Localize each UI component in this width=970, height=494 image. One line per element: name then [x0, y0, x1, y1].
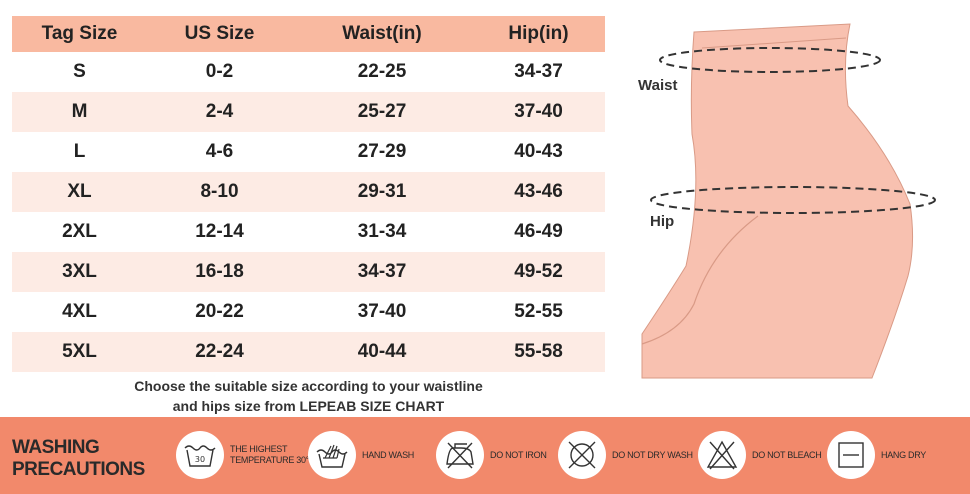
- cell-hip: 34-37: [514, 61, 563, 82]
- table-row: 3XL 16-18 34-37 49-52: [12, 252, 605, 292]
- care-label-line-1: HANG DRY: [881, 449, 926, 460]
- cell-us-size: 16-18: [147, 252, 292, 292]
- waist-label: Waist: [638, 77, 678, 94]
- washing-precautions-bar: WASHING PRECAUTIONS 30 THE HIGHEST TEMPE…: [0, 417, 970, 494]
- cell-tag-size: XL: [12, 172, 147, 212]
- table-row: XL 8-10 29-31 43-46: [12, 172, 605, 212]
- cell-tag-size: 2XL: [62, 221, 97, 242]
- garment-shape: [641, 23, 914, 379]
- cell-us-size: 0-2: [205, 61, 234, 82]
- cell-waist: 37-40: [357, 301, 407, 322]
- care-label: THE HIGHEST TEMPERATURE 30°: [230, 444, 309, 466]
- cell-tag-size: 5XL: [12, 332, 147, 372]
- do-not-dry-wash-icon: [558, 431, 606, 479]
- note-line-1: Choose the suitable size according to yo…: [134, 378, 483, 394]
- cell-us-size: 2-4: [147, 92, 292, 132]
- care-label-line-1: DO NOT IRON: [490, 449, 547, 460]
- cell-tag-size: S: [73, 61, 86, 82]
- header-tag-size: Tag Size: [12, 16, 147, 52]
- cell-us-size: 4-6: [205, 141, 234, 162]
- washing-title-line-1: WASHING: [12, 437, 100, 458]
- care-label-line-1: DO NOT BLEACH: [752, 449, 822, 460]
- table-row: 2XL 12-14 31-34 46-49: [12, 212, 605, 252]
- cell-waist: 31-34: [357, 221, 407, 242]
- care-item-hang-dry: HANG DRY: [827, 430, 926, 480]
- table-row: L 4-6 27-29 40-43: [12, 132, 605, 172]
- cell-waist: 25-27: [292, 92, 472, 132]
- wash-temp-text: 30: [195, 455, 205, 464]
- do-not-iron-icon: [436, 431, 484, 479]
- cell-tag-size: 4XL: [62, 301, 97, 322]
- table-row: M 2-4 25-27 37-40: [12, 92, 605, 132]
- cell-waist: 27-29: [357, 141, 407, 162]
- hand-wash-icon: [308, 431, 356, 479]
- care-item-hand-wash: HAND WASH: [308, 430, 414, 480]
- cell-us-size: 12-14: [195, 221, 244, 242]
- leg-crease-line: [641, 215, 759, 345]
- cell-tag-size: M: [12, 92, 147, 132]
- care-item-wash-30: 30 THE HIGHEST TEMPERATURE 30°: [176, 430, 309, 480]
- cell-waist: 34-37: [292, 252, 472, 292]
- hip-measure-ellipse: [650, 186, 936, 214]
- size-chart-table: Tag Size US Size Waist(in) Hip(in) S 0-2…: [12, 16, 605, 372]
- care-label: DO NOT BLEACH: [752, 449, 822, 461]
- care-item-do-not-dry-wash: DO NOT DRY WASH: [558, 430, 693, 480]
- cell-hip: 43-46: [472, 172, 605, 212]
- care-label: DO NOT DRY WASH: [612, 450, 693, 461]
- washing-title-line-2: PRECAUTIONS: [12, 459, 145, 480]
- care-item-do-not-iron: DO NOT IRON: [436, 430, 547, 480]
- cell-hip: 49-52: [472, 252, 605, 292]
- size-advice-note: Choose the suitable size according to yo…: [12, 376, 605, 416]
- header-us-size: US Size: [147, 16, 292, 52]
- care-label: DO NOT IRON: [490, 450, 547, 461]
- note-line-2: and hips size from LEPEAB SIZE CHART: [172, 398, 445, 414]
- table-row: S 0-2 22-25 34-37: [12, 52, 605, 92]
- table-header-row: Tag Size US Size Waist(in) Hip(in): [12, 16, 605, 52]
- table-row: 4XL 20-22 37-40 52-55: [12, 292, 605, 332]
- care-label-line-1: THE HIGHEST: [230, 444, 288, 454]
- care-item-do-not-bleach: DO NOT BLEACH: [698, 430, 822, 480]
- care-label: HAND WASH: [362, 450, 414, 461]
- hang-dry-icon: [827, 431, 875, 479]
- measurement-figure: Waist Hip: [620, 14, 965, 386]
- cell-hip: 37-40: [472, 92, 605, 132]
- header-waist: Waist(in): [292, 16, 472, 52]
- cell-waist: 22-25: [357, 61, 407, 82]
- cell-hip: 40-43: [514, 141, 563, 162]
- wash-30-icon: 30: [176, 431, 224, 479]
- waist-measure-ellipse: [659, 47, 881, 73]
- cell-us-size: 20-22: [195, 301, 244, 322]
- do-not-bleach-icon: [698, 431, 746, 479]
- care-label-line-1: HAND WASH: [362, 449, 414, 460]
- waistband-line: [701, 37, 847, 49]
- shapewear-illustration: [641, 23, 936, 379]
- cell-waist: 40-44: [292, 332, 472, 372]
- hip-label: Hip: [650, 213, 675, 230]
- care-label: HANG DRY: [881, 450, 926, 461]
- cell-hip: 52-55: [514, 301, 563, 322]
- cell-us-size: 8-10: [147, 172, 292, 212]
- care-label-line-2: TEMPERATURE 30°: [230, 455, 309, 465]
- cell-tag-size: L: [73, 141, 86, 162]
- cell-hip: 46-49: [514, 221, 563, 242]
- cell-tag-size: 3XL: [12, 252, 147, 292]
- table-row: 5XL 22-24 40-44 55-58: [12, 332, 605, 372]
- cell-waist: 29-31: [292, 172, 472, 212]
- header-hip: Hip(in): [472, 16, 605, 52]
- cell-hip: 55-58: [472, 332, 605, 372]
- cell-us-size: 22-24: [147, 332, 292, 372]
- washing-title: WASHING PRECAUTIONS: [12, 437, 145, 481]
- care-label-line-1: DO NOT DRY WASH: [612, 449, 693, 460]
